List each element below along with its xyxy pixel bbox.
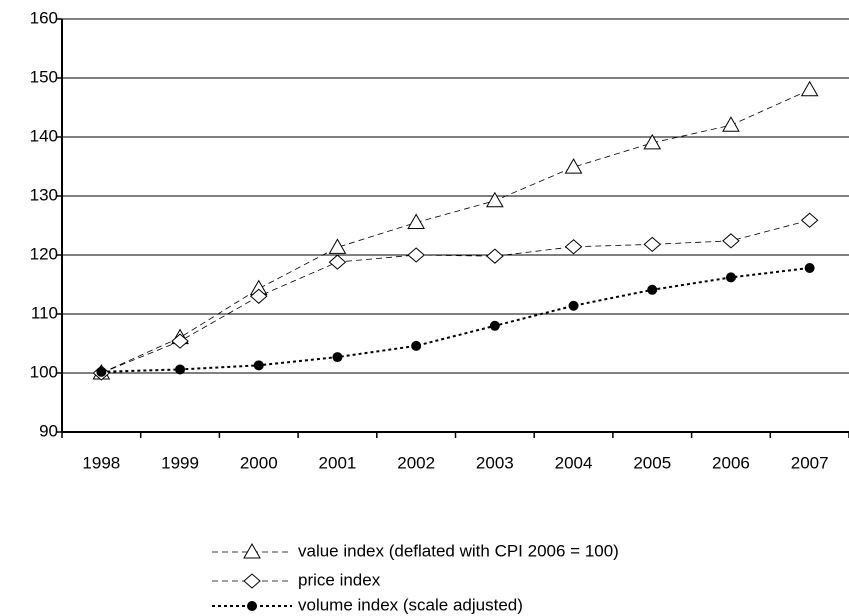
- x-tick-label: 1999: [161, 453, 199, 472]
- x-tick-label: 2004: [555, 453, 593, 472]
- marker: [643, 133, 662, 150]
- marker: [643, 236, 662, 253]
- marker: [96, 366, 107, 377]
- marker: [332, 352, 343, 363]
- marker: [411, 340, 422, 351]
- x-tick-label: 2002: [397, 453, 435, 472]
- marker: [407, 213, 426, 230]
- marker: [804, 262, 815, 273]
- marker: [800, 212, 819, 228]
- marker: [725, 272, 736, 283]
- marker: [564, 239, 583, 255]
- legend-label: value index (deflated with CPI 2006 = 10…: [298, 541, 619, 560]
- legend-marker: [243, 573, 261, 589]
- x-tick-label: 2001: [319, 453, 357, 472]
- y-tick-label: 160: [30, 8, 58, 27]
- x-tick-label: 2007: [791, 453, 829, 472]
- y-tick-label: 90: [39, 421, 58, 440]
- legend-label: price index: [298, 570, 381, 589]
- y-tick-label: 130: [30, 185, 58, 204]
- x-tick-label: 2005: [633, 453, 671, 472]
- x-tick-label: 2006: [712, 453, 750, 472]
- marker: [249, 288, 268, 304]
- marker: [647, 284, 658, 295]
- marker: [486, 248, 504, 264]
- marker: [722, 233, 740, 249]
- series-line: [101, 266, 810, 373]
- legend-marker: [243, 542, 261, 559]
- legend-label: volume index (scale adjusted): [298, 595, 523, 614]
- y-tick-label: 150: [30, 67, 58, 86]
- y-tick-label: 110: [31, 303, 58, 322]
- marker: [407, 247, 425, 263]
- marker: [568, 300, 579, 311]
- marker: [171, 333, 189, 349]
- y-tick-label: 100: [30, 362, 58, 381]
- y-tick-label: 120: [30, 244, 58, 263]
- marker: [722, 116, 740, 132]
- y-tick-label: 140: [30, 126, 58, 145]
- series-line: [101, 219, 810, 374]
- marker: [800, 80, 819, 97]
- legend-marker: [247, 601, 257, 611]
- marker: [564, 158, 583, 174]
- marker: [485, 191, 504, 208]
- x-tick-label: 2003: [476, 453, 514, 472]
- marker: [489, 320, 500, 331]
- marker: [175, 364, 186, 375]
- marker: [328, 254, 347, 270]
- series-line: [101, 89, 810, 374]
- marker: [253, 360, 264, 371]
- x-tick-label: 1998: [82, 453, 120, 472]
- x-tick-label: 2000: [240, 453, 278, 472]
- marker: [328, 238, 347, 254]
